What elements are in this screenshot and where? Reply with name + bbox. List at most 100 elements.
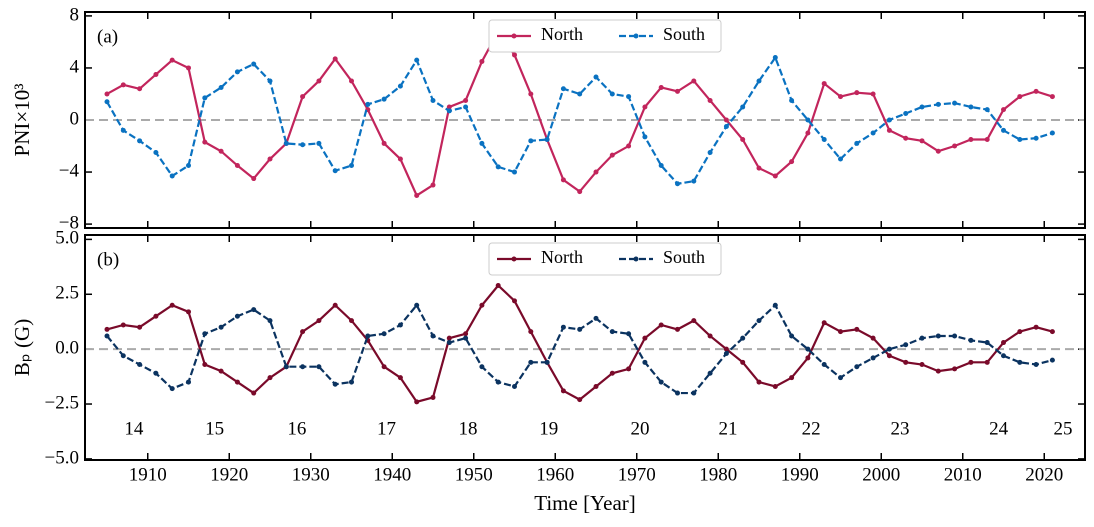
point xyxy=(805,346,811,352)
point xyxy=(919,104,925,110)
point xyxy=(626,366,632,372)
x-tick-label: 1970 xyxy=(618,464,656,485)
point xyxy=(479,140,485,146)
point xyxy=(479,58,485,64)
y-tick-label: 2.5 xyxy=(55,283,79,304)
point xyxy=(723,117,729,123)
legend-marker xyxy=(511,256,517,262)
x-tick-label: 1910 xyxy=(129,464,167,485)
point xyxy=(267,375,273,381)
point xyxy=(952,143,958,149)
point xyxy=(267,78,273,84)
panel-label: (a) xyxy=(97,26,118,47)
cycle-label: 21 xyxy=(719,419,738,440)
x-tick-label: 1920 xyxy=(210,464,248,485)
point xyxy=(397,375,403,381)
point xyxy=(1001,107,1007,113)
point xyxy=(234,313,240,319)
cycle-label: 22 xyxy=(802,419,821,440)
point xyxy=(707,150,713,156)
y-tick-label: 4 xyxy=(70,56,80,77)
point xyxy=(251,307,257,313)
cycle-label: 14 xyxy=(124,419,144,440)
point xyxy=(251,61,257,67)
point xyxy=(153,313,159,319)
point xyxy=(316,140,322,146)
point xyxy=(675,326,681,332)
legend-box xyxy=(488,242,722,276)
series-line xyxy=(106,29,1053,198)
point xyxy=(707,97,713,103)
point xyxy=(1001,127,1007,133)
series-line xyxy=(106,55,1053,185)
point xyxy=(642,335,648,341)
point xyxy=(544,137,550,143)
point xyxy=(104,326,110,332)
legend-marker xyxy=(633,256,639,262)
point xyxy=(397,322,403,328)
point xyxy=(349,78,355,84)
point xyxy=(544,359,550,365)
point xyxy=(903,359,909,365)
point xyxy=(300,94,306,100)
point xyxy=(169,302,175,308)
point xyxy=(512,383,518,389)
point xyxy=(886,353,892,359)
point xyxy=(740,335,746,341)
point xyxy=(789,97,795,103)
point xyxy=(854,90,860,96)
point xyxy=(1049,329,1055,335)
point xyxy=(153,370,159,376)
x-tick-label: 1930 xyxy=(292,464,330,485)
point xyxy=(463,335,469,341)
point xyxy=(446,340,452,346)
point xyxy=(104,333,110,339)
cycle-label: 17 xyxy=(377,419,396,440)
point xyxy=(789,159,795,165)
point xyxy=(186,65,192,71)
point xyxy=(365,101,371,107)
point xyxy=(952,333,958,339)
point xyxy=(675,181,681,187)
point xyxy=(740,104,746,110)
point xyxy=(381,96,387,102)
point xyxy=(903,110,909,116)
point xyxy=(446,335,452,341)
y-tick-label: 0 xyxy=(70,108,80,129)
point xyxy=(854,140,860,146)
point xyxy=(137,362,143,368)
point xyxy=(707,333,713,339)
point xyxy=(169,173,175,179)
point xyxy=(723,351,729,357)
point xyxy=(479,302,485,308)
point xyxy=(528,359,534,365)
point xyxy=(186,309,192,315)
point xyxy=(1017,329,1023,335)
point xyxy=(512,298,518,304)
point xyxy=(463,97,469,103)
point xyxy=(414,399,420,405)
point xyxy=(626,94,632,100)
point xyxy=(1033,362,1039,368)
point xyxy=(886,346,892,352)
point xyxy=(756,318,762,324)
point xyxy=(642,104,648,110)
point xyxy=(137,138,143,144)
point xyxy=(349,318,355,324)
point xyxy=(984,107,990,113)
point xyxy=(218,148,224,154)
point xyxy=(854,364,860,370)
point xyxy=(838,94,844,100)
point xyxy=(560,86,566,92)
point xyxy=(642,359,648,365)
y-tick-label: −4 xyxy=(59,160,80,181)
point xyxy=(691,318,697,324)
y-tick-label: 8 xyxy=(70,4,80,25)
cycle-label: 24 xyxy=(989,419,1009,440)
point xyxy=(120,127,126,133)
point xyxy=(332,302,338,308)
cycle-label: 20 xyxy=(631,419,650,440)
point xyxy=(919,335,925,341)
point xyxy=(626,143,632,149)
